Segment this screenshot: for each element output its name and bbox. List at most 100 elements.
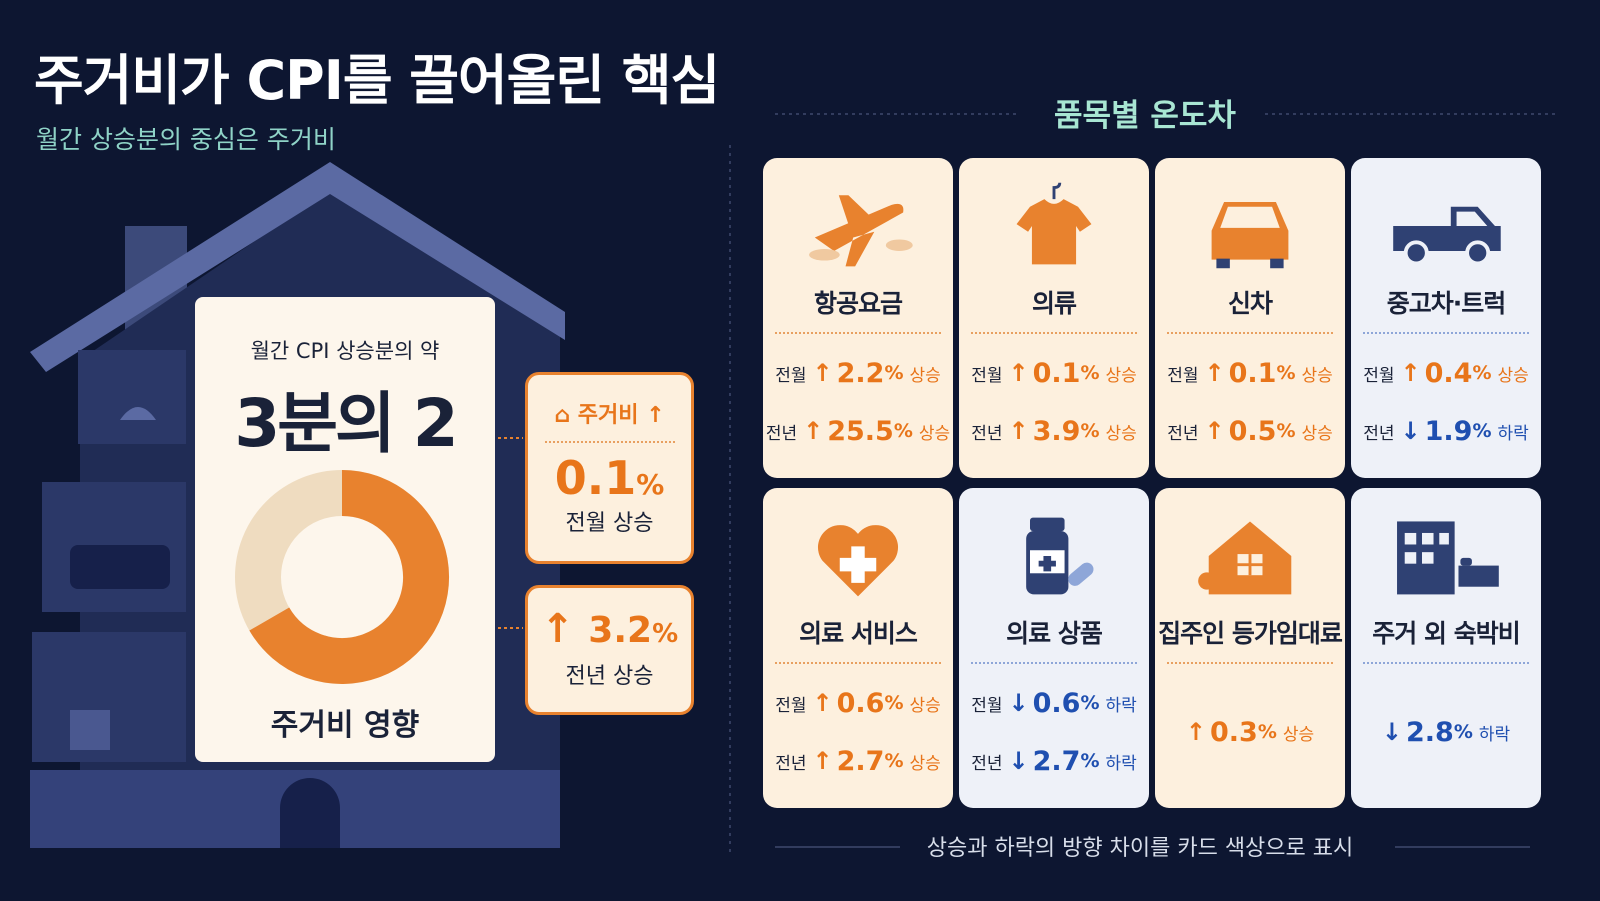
icon-shape — [1460, 557, 1472, 566]
icon-shape — [1220, 206, 1280, 228]
change-row: ↓ 2.8% 하락 — [1351, 674, 1541, 790]
badge: 주거비 — [577, 403, 639, 428]
icon-shape — [1422, 532, 1434, 545]
change-unit: % — [1080, 750, 1100, 772]
item-card: 의류 전월 ↑ 0.1% 상승 전년 ↑ 3.9% 상승 — [959, 158, 1149, 478]
yearly-label: 전년 상승 — [565, 664, 654, 689]
card-rule — [1167, 662, 1333, 664]
plant-pot — [70, 710, 110, 750]
trend-arrow: ↑ — [1204, 359, 1225, 387]
direction: 상승 — [1497, 365, 1529, 386]
change-row: 전월 ↓ 0.6% 하락 — [959, 674, 1149, 732]
card-icon — [817, 525, 899, 597]
icon-shape — [839, 546, 877, 583]
icon-shape — [1439, 532, 1449, 545]
icon-shape — [1458, 565, 1499, 587]
card-icon — [1198, 521, 1292, 595]
change-value: 0.1 — [1032, 357, 1081, 389]
card-icon — [1211, 202, 1289, 269]
change-row: ↑ 0.3% 상승 — [1155, 674, 1345, 790]
icon-shape — [1465, 240, 1491, 266]
card-name: 항공요금 — [813, 289, 903, 318]
trend-arrow: ↑ — [1400, 359, 1421, 387]
share-lead: 월간 CPI 상승분의 약 — [250, 339, 440, 363]
change-row: 전월 ↑ 0.4% 상승 — [1351, 344, 1541, 402]
icon-shape — [1052, 182, 1062, 200]
card-rule — [971, 662, 1137, 664]
yearly-value: 3.2 — [588, 610, 653, 651]
change-row: 전년 ↑ 0.5% 상승 — [1155, 402, 1345, 460]
card-rule — [1363, 662, 1529, 664]
change-value: 2.7 — [836, 745, 885, 777]
trend-arrow: ↑ — [1008, 417, 1029, 445]
change-row: 전월 ↑ 2.2% 상승 — [763, 344, 953, 402]
icon-shape — [1038, 556, 1056, 572]
change-value: 0.5 — [1228, 415, 1277, 447]
yearly-box: ↑ 3.2% 전년 상승 — [525, 585, 694, 715]
card-name: 주거 외 숙박비 — [1372, 619, 1520, 648]
trend-arrow: ↑ — [812, 747, 833, 775]
icon-shape — [1404, 552, 1417, 564]
card-icon — [1026, 517, 1094, 595]
card-name: 집주인 등가임대료 — [1158, 619, 1343, 648]
trend-arrow: ↓ — [1381, 718, 1402, 746]
trend-arrow: ↓ — [1008, 747, 1029, 775]
change-value: 0.6 — [1032, 687, 1081, 719]
trend-arrow: ↓ — [1008, 689, 1029, 717]
housing-panel — [195, 297, 495, 762]
card-rule — [971, 332, 1137, 334]
direction: 상승 — [1105, 423, 1137, 444]
monthly-value: 0.1 — [554, 451, 637, 505]
trend-arrow: ↑ — [1204, 417, 1225, 445]
direction: 상승 — [909, 695, 941, 716]
direction: 하락 — [1105, 695, 1137, 716]
trend-arrow: ↓ — [1400, 417, 1421, 445]
change-unit: % — [1080, 420, 1100, 442]
card-name: 신차 — [1227, 289, 1273, 318]
period: 전년 — [765, 423, 798, 444]
direction: 상승 — [1301, 365, 1333, 386]
icon-shape — [1016, 199, 1092, 265]
period: 전월 — [1167, 365, 1199, 386]
change-row: 전년 ↑ 25.5% 상승 — [763, 402, 953, 460]
yearly-unit: % — [652, 619, 679, 649]
icon-shape — [1403, 240, 1429, 266]
period: 전월 — [1363, 365, 1395, 386]
icon-shape — [1030, 517, 1065, 532]
share-text: 3분의 2 — [234, 385, 458, 462]
change-row: 전년 ↑ 2.7% 상승 — [763, 732, 953, 790]
change-row: 전년 ↓ 2.7% 하락 — [959, 732, 1149, 790]
trend-arrow: ↑ — [1185, 718, 1206, 746]
door — [280, 778, 340, 848]
change-row: 전년 ↓ 1.9% 하락 — [1351, 402, 1541, 460]
footer-note: 상승과 하락의 방향 차이를 카드 색상으로 표시 — [926, 836, 1354, 861]
arrow-icon: ↑ — [540, 606, 589, 652]
card-name: 의료 상품 — [1006, 619, 1103, 648]
change-unit: % — [1276, 362, 1296, 384]
rule — [544, 441, 675, 443]
icon-shape — [1068, 562, 1094, 586]
change-value: 0.3 — [1209, 716, 1258, 748]
icon-shape — [1404, 532, 1449, 564]
card-rule — [1167, 332, 1333, 334]
trend-arrow: ↑ — [803, 417, 824, 445]
change-value: 0.4 — [1424, 357, 1473, 389]
change-value: 3.9 — [1032, 415, 1081, 447]
icon-shape — [1216, 258, 1230, 269]
roof — [30, 162, 565, 372]
arrow-icon: ↑ — [638, 403, 665, 428]
change-unit: % — [893, 420, 913, 442]
item-card: 의료 서비스 전월 ↑ 0.6% 상승 전년 ↑ 2.7% 상승 — [763, 488, 953, 808]
period: 전월 — [971, 695, 1003, 716]
change-row: 전월 ↑ 0.1% 상승 — [1155, 344, 1345, 402]
house-room — [78, 350, 186, 444]
change-unit: % — [1276, 420, 1296, 442]
card-rule — [775, 662, 941, 664]
direction: 상승 — [909, 753, 941, 774]
monthly-label: 전월 상승 — [565, 511, 654, 536]
card-icon — [809, 195, 913, 267]
card-name: 의류 — [1031, 289, 1077, 318]
direction: 상승 — [909, 365, 941, 386]
